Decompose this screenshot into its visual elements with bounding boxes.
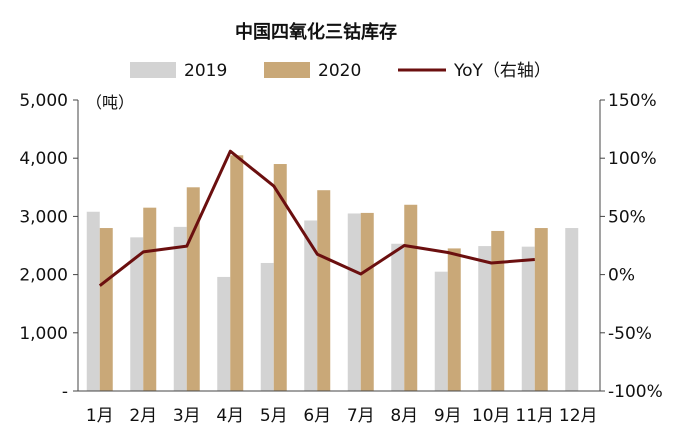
x-tick-label: 5月 (260, 406, 288, 426)
bar-2019 (347, 213, 361, 391)
legend-label: 2019 (184, 61, 227, 81)
bar-2019 (86, 211, 100, 391)
y-axis-right: -100% -50% 0% 50% 100% 150% (599, 91, 663, 402)
bar-2019 (304, 220, 318, 391)
x-tick-label: 4月 (216, 406, 244, 426)
bar-2020 (491, 230, 505, 391)
unit-label: （吨） (86, 93, 134, 112)
x-axis: 1月 2月 3月 4月 5月 6月 7月 8月 9月 10月 11月 12月 (78, 390, 600, 426)
bar-2020 (230, 155, 244, 391)
y-right-tick-label: 0% (608, 266, 635, 286)
bar-2019 (521, 246, 535, 391)
x-tick-label: 2月 (129, 406, 157, 426)
x-tick-label: 9月 (434, 406, 462, 426)
bar-2020 (273, 164, 287, 391)
yoy-line (98, 149, 535, 287)
x-tick-label: 6月 (303, 406, 331, 426)
bar-2020 (534, 228, 548, 391)
legend-swatch-2019 (130, 62, 176, 78)
bar-2019 (260, 262, 274, 391)
bar-2019 (565, 228, 579, 391)
y-right-tick-label: -100% (608, 382, 663, 402)
y-right-tick-label: 150% (608, 91, 657, 111)
bar-2020 (317, 190, 331, 391)
x-tick-label: 12月 (559, 406, 598, 426)
legend-label: YoY（右轴） (453, 61, 551, 81)
x-tick-label: 7月 (347, 406, 375, 426)
bar-2019 (173, 226, 187, 391)
y-right-tick-label: 50% (608, 207, 646, 227)
bar-2019 (478, 246, 492, 391)
bars (86, 155, 579, 391)
bar-2020 (143, 207, 157, 391)
y-left-tick-label: 5,000 (19, 91, 68, 111)
bar-2020 (447, 248, 461, 391)
bar-2020 (186, 187, 200, 391)
x-tick-label: 8月 (390, 406, 418, 426)
x-tick-label: 11月 (515, 406, 554, 426)
y-left-tick-label: 2,000 (19, 266, 68, 286)
bar-2019 (217, 276, 231, 391)
x-tick-label: 3月 (173, 406, 201, 426)
x-tick-label: 1月 (86, 406, 114, 426)
bar-2019 (434, 271, 448, 391)
legend: 2019 2020 YoY（右轴） (130, 61, 551, 81)
y-right-tick-label: -50% (608, 324, 652, 344)
y-left-tick-label: 3,000 (19, 207, 68, 227)
y-left-tick-label: - (62, 382, 68, 402)
bar-2019 (391, 243, 405, 391)
bar-2020 (99, 228, 113, 391)
bar-2019 (130, 237, 144, 391)
bar-2020 (360, 212, 374, 391)
chart-title: 中国四氧化三钴库存 (235, 21, 397, 43)
y-left-tick-label: 4,000 (19, 149, 68, 169)
y-axis-left: - 1,000 2,000 3,000 4,000 5,000 (19, 91, 79, 402)
yoy-line-layer (98, 149, 535, 287)
y-left-tick-label: 1,000 (19, 324, 68, 344)
legend-label: 2020 (318, 61, 361, 81)
y-right-tick-label: 100% (608, 149, 657, 169)
x-tick-label: 10月 (472, 406, 511, 426)
legend-swatch-2020 (264, 62, 310, 78)
bar-2020 (404, 204, 418, 391)
